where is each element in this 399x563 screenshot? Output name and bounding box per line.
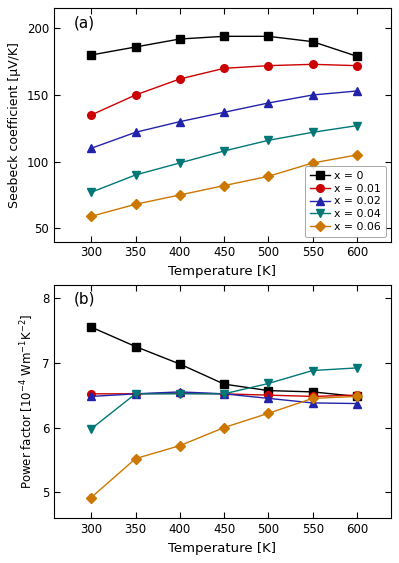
Text: (a): (a) bbox=[74, 15, 95, 30]
x = 0.04 bbox=[222, 391, 227, 397]
x = 0 bbox=[133, 43, 138, 50]
x = 0.01 bbox=[266, 392, 271, 399]
Line: x = 0.02: x = 0.02 bbox=[87, 388, 361, 408]
x = 0.02 bbox=[266, 395, 271, 402]
x = 0.04 bbox=[266, 380, 271, 387]
x = 0.06 bbox=[178, 443, 182, 449]
X-axis label: Temperature [K]: Temperature [K] bbox=[168, 265, 277, 278]
x = 0 bbox=[178, 361, 182, 368]
x = 0.01 bbox=[89, 111, 94, 118]
x = 0 bbox=[310, 38, 315, 45]
Line: x = 0: x = 0 bbox=[87, 33, 361, 60]
x = 0.01 bbox=[222, 65, 227, 72]
x = 0.02 bbox=[89, 145, 94, 151]
Line: x = 0.04: x = 0.04 bbox=[87, 122, 361, 196]
Text: (b): (b) bbox=[74, 292, 96, 307]
x = 0.06 bbox=[89, 494, 94, 501]
x = 0.01 bbox=[178, 390, 182, 396]
x = 0.04 bbox=[133, 172, 138, 178]
x = 0 bbox=[222, 381, 227, 387]
x = 0.04 bbox=[222, 148, 227, 154]
x = 0.01 bbox=[133, 92, 138, 99]
Line: x = 0: x = 0 bbox=[87, 323, 361, 400]
x = 0.06 bbox=[89, 213, 94, 220]
x = 0.01 bbox=[178, 75, 182, 82]
x = 0.06 bbox=[355, 151, 359, 158]
x = 0.02 bbox=[310, 400, 315, 406]
x = 0.04 bbox=[355, 364, 359, 371]
x = 0.04 bbox=[89, 189, 94, 196]
x = 0 bbox=[266, 33, 271, 40]
x = 0.02 bbox=[355, 88, 359, 95]
x = 0 bbox=[355, 53, 359, 60]
x = 0.01 bbox=[89, 391, 94, 397]
x = 0 bbox=[178, 35, 182, 42]
x = 0.06 bbox=[178, 191, 182, 198]
x = 0 bbox=[266, 387, 271, 394]
x = 0.04 bbox=[178, 159, 182, 166]
x = 0.02 bbox=[266, 100, 271, 106]
x = 0.06 bbox=[133, 455, 138, 462]
Line: x = 0.02: x = 0.02 bbox=[87, 87, 361, 152]
x = 0.06 bbox=[266, 410, 271, 417]
x = 0 bbox=[89, 52, 94, 59]
Legend: x = 0, x = 0.01, x = 0.02, x = 0.04, x = 0.06: x = 0, x = 0.01, x = 0.02, x = 0.04, x =… bbox=[305, 166, 386, 237]
x = 0.02 bbox=[222, 391, 227, 397]
x = 0.01 bbox=[222, 391, 227, 397]
x = 0.01 bbox=[310, 393, 315, 400]
Line: x = 0.01: x = 0.01 bbox=[87, 60, 361, 119]
x = 0 bbox=[222, 33, 227, 40]
x = 0 bbox=[89, 324, 94, 330]
x = 0.06 bbox=[222, 182, 227, 189]
x = 0.04 bbox=[310, 367, 315, 374]
x = 0.02 bbox=[133, 391, 138, 397]
x = 0.01 bbox=[355, 62, 359, 69]
Line: x = 0.04: x = 0.04 bbox=[87, 364, 361, 432]
Line: x = 0.06: x = 0.06 bbox=[87, 151, 361, 220]
Line: x = 0.01: x = 0.01 bbox=[87, 390, 361, 400]
x = 0.06 bbox=[310, 395, 315, 402]
x = 0.02 bbox=[222, 109, 227, 115]
x = 0.04 bbox=[310, 129, 315, 136]
x = 0.02 bbox=[310, 92, 315, 99]
x = 0.02 bbox=[133, 129, 138, 136]
x = 0 bbox=[355, 393, 359, 400]
x = 0.01 bbox=[355, 392, 359, 399]
x = 0.06 bbox=[310, 159, 315, 166]
Line: x = 0.06: x = 0.06 bbox=[87, 392, 361, 501]
x = 0.06 bbox=[133, 201, 138, 208]
x = 0.01 bbox=[133, 391, 138, 397]
x = 0.06 bbox=[222, 424, 227, 431]
X-axis label: Temperature [K]: Temperature [K] bbox=[168, 542, 277, 555]
x = 0.04 bbox=[89, 426, 94, 432]
x = 0.06 bbox=[355, 393, 359, 400]
x = 0.02 bbox=[89, 393, 94, 400]
x = 0.01 bbox=[266, 62, 271, 69]
x = 0.02 bbox=[355, 400, 359, 407]
x = 0 bbox=[133, 343, 138, 350]
x = 0.06 bbox=[266, 173, 271, 180]
x = 0.04 bbox=[178, 391, 182, 397]
Y-axis label: Power factor [10$^{-4}$ Wm$^{-1}$K$^{-2}$]: Power factor [10$^{-4}$ Wm$^{-1}$K$^{-2}… bbox=[18, 314, 36, 489]
x = 0.04 bbox=[133, 391, 138, 397]
x = 0.02 bbox=[178, 388, 182, 395]
x = 0.04 bbox=[266, 137, 271, 144]
x = 0.01 bbox=[310, 61, 315, 68]
x = 0.02 bbox=[178, 118, 182, 125]
x = 0 bbox=[310, 388, 315, 395]
Y-axis label: Seebeck coefficient [μV/K]: Seebeck coefficient [μV/K] bbox=[8, 42, 21, 208]
x = 0.04 bbox=[355, 122, 359, 129]
